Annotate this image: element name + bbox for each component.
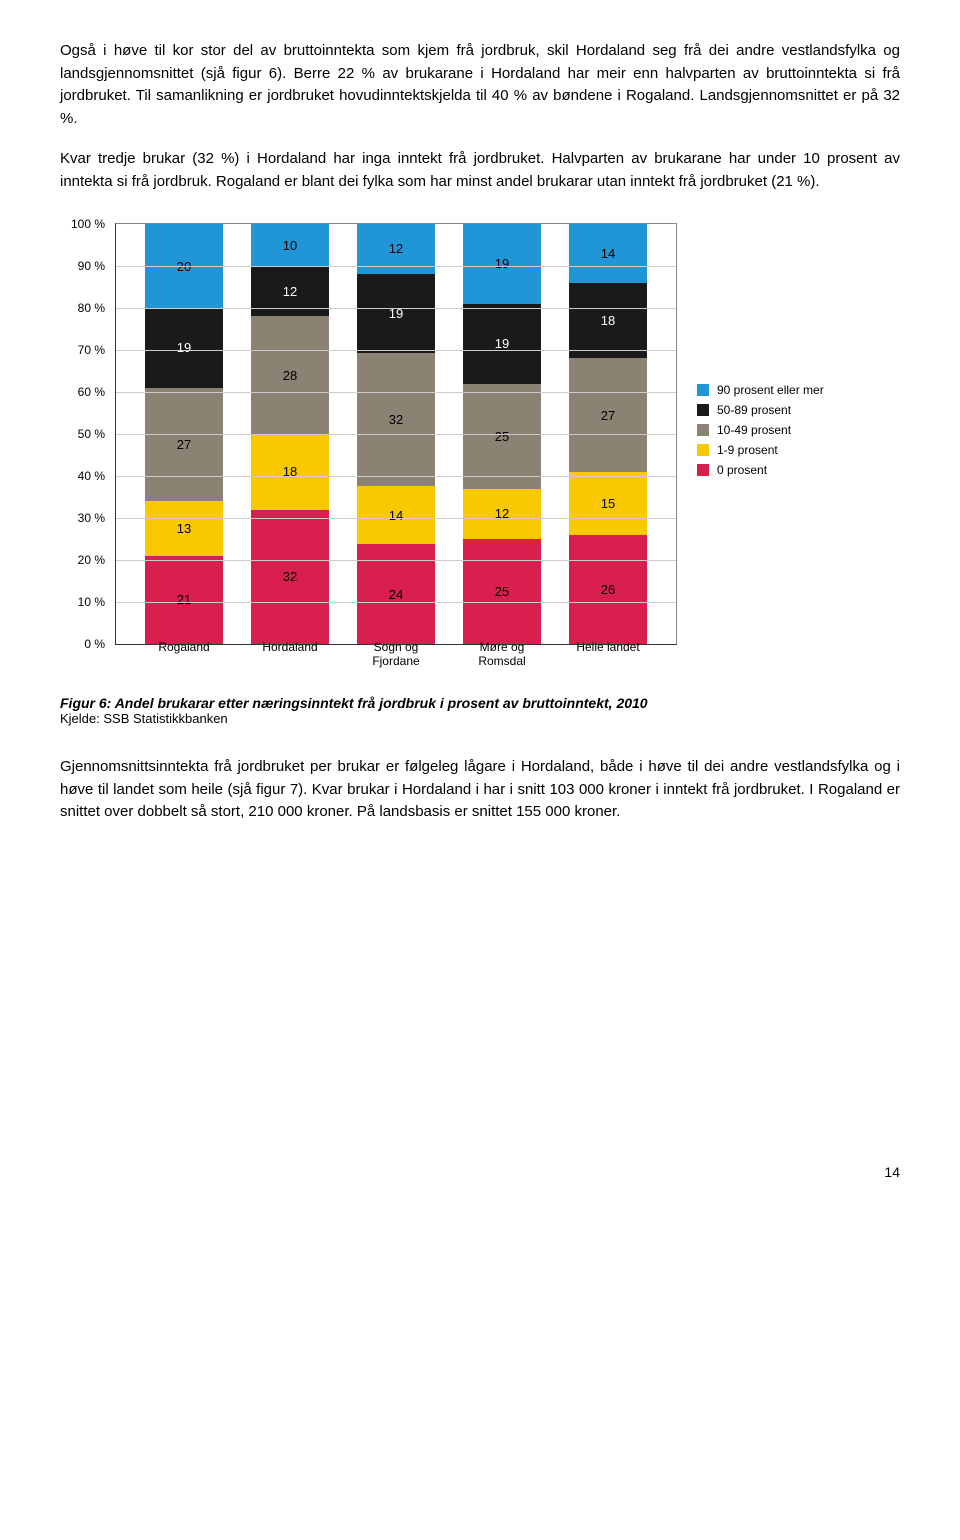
legend-item: 1-9 prosent <box>697 443 824 457</box>
x-labels: Rogaland Hordaland Sogn og Fjordane Møre og… <box>116 640 676 668</box>
chart-wrapper: 0 %10 %20 %30 %40 %50 %60 %70 %80 %90 %1… <box>60 223 900 645</box>
y-tick-label: 80 % <box>78 301 105 315</box>
x-tick-label: Hordaland <box>251 640 329 668</box>
x-tick-label: Sogn og Fjordane <box>357 640 435 668</box>
bar-segment: 18 <box>251 434 329 510</box>
bar-segment: 19 <box>463 224 541 304</box>
y-tick-label: 30 % <box>78 511 105 525</box>
x-tick-label: Rogaland <box>145 640 223 668</box>
y-tick-label: 100 % <box>71 217 105 231</box>
legend-label: 1-9 prosent <box>717 443 778 457</box>
bar-segment: 32 <box>357 353 435 486</box>
y-tick-label: 50 % <box>78 427 105 441</box>
y-tick-label: 40 % <box>78 469 105 483</box>
bar-segment: 13 <box>145 501 223 556</box>
x-tick-label: Heile landet <box>569 640 647 668</box>
x-tick-label: Møre og Romsdal <box>463 640 541 668</box>
y-tick-label: 10 % <box>78 595 105 609</box>
bar-segment: 19 <box>145 308 223 388</box>
gridline <box>116 560 676 561</box>
y-axis: 0 %10 %20 %30 %40 %50 %60 %70 %80 %90 %1… <box>66 224 111 644</box>
y-tick-label: 0 % <box>84 637 105 651</box>
gridline <box>116 434 676 435</box>
bar-segment: 14 <box>569 224 647 283</box>
legend-item: 10-49 prosent <box>697 423 824 437</box>
paragraph-3: Gjennomsnittsinntekta frå jordbruket per… <box>60 756 900 824</box>
legend-item: 50-89 prosent <box>697 403 824 417</box>
y-tick-label: 60 % <box>78 385 105 399</box>
gridline <box>116 266 676 267</box>
legend-label: 0 prosent <box>717 463 767 477</box>
y-tick-label: 20 % <box>78 553 105 567</box>
legend-label: 10-49 prosent <box>717 423 791 437</box>
chart-area: 0 %10 %20 %30 %40 %50 %60 %70 %80 %90 %1… <box>115 223 677 645</box>
bar-segment: 19 <box>463 304 541 384</box>
gridline <box>116 602 676 603</box>
legend-label: 50-89 prosent <box>717 403 791 417</box>
bar-segment: 19 <box>357 274 435 353</box>
paragraph-1: Også i høve til kor stor del av bruttoin… <box>60 40 900 130</box>
bar-segment: 21 <box>145 556 223 644</box>
gridline <box>116 392 676 393</box>
legend-swatch <box>697 424 709 436</box>
bar-segment: 32 <box>251 510 329 644</box>
legend-swatch <box>697 444 709 456</box>
gridline <box>116 350 676 351</box>
caption-title: Figur 6: Andel brukarar etter næringsinn… <box>60 695 900 711</box>
bar-segment: 25 <box>463 384 541 489</box>
bar-segment: 25 <box>463 539 541 644</box>
legend-item: 0 prosent <box>697 463 824 477</box>
legend-swatch <box>697 384 709 396</box>
bar-segment: 26 <box>569 535 647 644</box>
bar-segment: 18 <box>569 283 647 359</box>
caption-source: Kjelde: SSB Statistikkbanken <box>60 711 900 726</box>
bar-segment: 27 <box>145 388 223 501</box>
bar-segment: 15 <box>569 472 647 535</box>
legend-swatch <box>697 404 709 416</box>
page-number: 14 <box>60 1164 900 1180</box>
legend-label: 90 prosent eller mer <box>717 383 824 397</box>
y-tick-label: 90 % <box>78 259 105 273</box>
gridline <box>116 518 676 519</box>
chart-legend: 90 prosent eller mer 50-89 prosent 10-49 p… <box>697 383 824 483</box>
bar-segment: 12 <box>463 489 541 539</box>
legend-item: 90 prosent eller mer <box>697 383 824 397</box>
figure-caption: Figur 6: Andel brukarar etter næringsinn… <box>60 695 900 726</box>
gridline <box>116 308 676 309</box>
y-tick-label: 70 % <box>78 343 105 357</box>
bar-segment: 10 <box>251 224 329 266</box>
bar-segment: 14 <box>357 486 435 544</box>
legend-swatch <box>697 464 709 476</box>
bar-segment: 27 <box>569 358 647 471</box>
bar-segment: 28 <box>251 316 329 434</box>
chart-container: 0 %10 %20 %30 %40 %50 %60 %70 %80 %90 %1… <box>115 223 900 645</box>
gridline <box>116 476 676 477</box>
paragraph-2: Kvar tredje brukar (32 %) i Hordaland ha… <box>60 148 900 193</box>
